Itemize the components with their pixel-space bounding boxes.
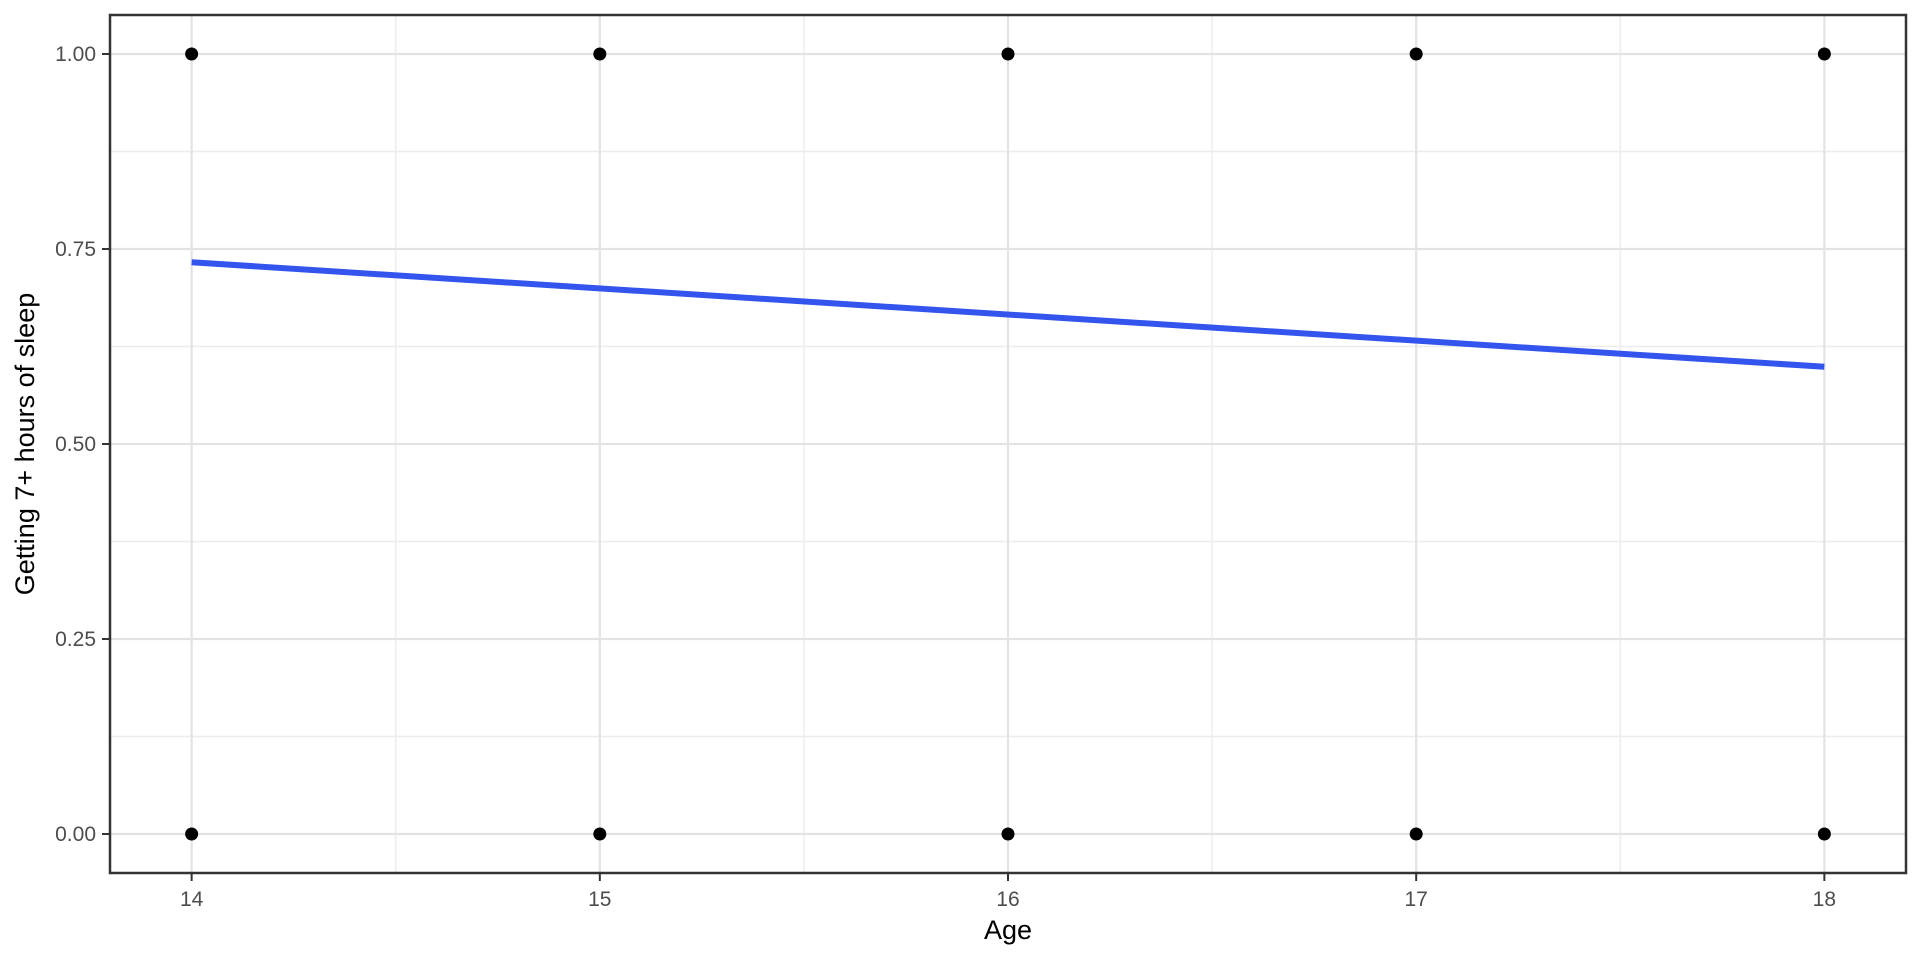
x-tick-label: 14 (180, 888, 204, 911)
data-point (1817, 827, 1831, 841)
axis-ticks (102, 53, 1826, 881)
x-tick-label: 18 (1813, 888, 1836, 911)
data-point (1001, 827, 1015, 841)
gridlines (110, 15, 1906, 873)
data-point (593, 827, 607, 841)
y-tick-label: 0.75 (55, 238, 96, 261)
data-point (1409, 827, 1423, 841)
data-point (185, 827, 199, 841)
data-points-layer (185, 47, 1831, 841)
y-tick-label: 0.00 (55, 823, 96, 846)
y-tick-label: 0.25 (55, 628, 96, 651)
x-axis-title: Age (984, 915, 1032, 945)
x-tick-labels: 14 15 16 17 18 (180, 888, 1836, 911)
x-tick-label: 15 (588, 888, 611, 911)
data-point (1817, 47, 1831, 61)
y-tick-labels: 0.00 0.25 0.50 0.75 1.00 (55, 43, 96, 846)
data-point (185, 47, 199, 61)
data-point (593, 47, 607, 61)
data-point (1409, 47, 1423, 61)
data-point (1001, 47, 1015, 61)
y-tick-label: 1.00 (55, 43, 96, 66)
regression-line-layer (191, 259, 1825, 370)
y-tick-label: 0.50 (55, 433, 96, 456)
x-tick-label: 16 (996, 888, 1019, 911)
y-axis-title: Getting 7+ hours of sleep (10, 293, 40, 595)
linear-fit-line (191, 259, 1825, 370)
x-tick-label: 17 (1405, 888, 1428, 911)
